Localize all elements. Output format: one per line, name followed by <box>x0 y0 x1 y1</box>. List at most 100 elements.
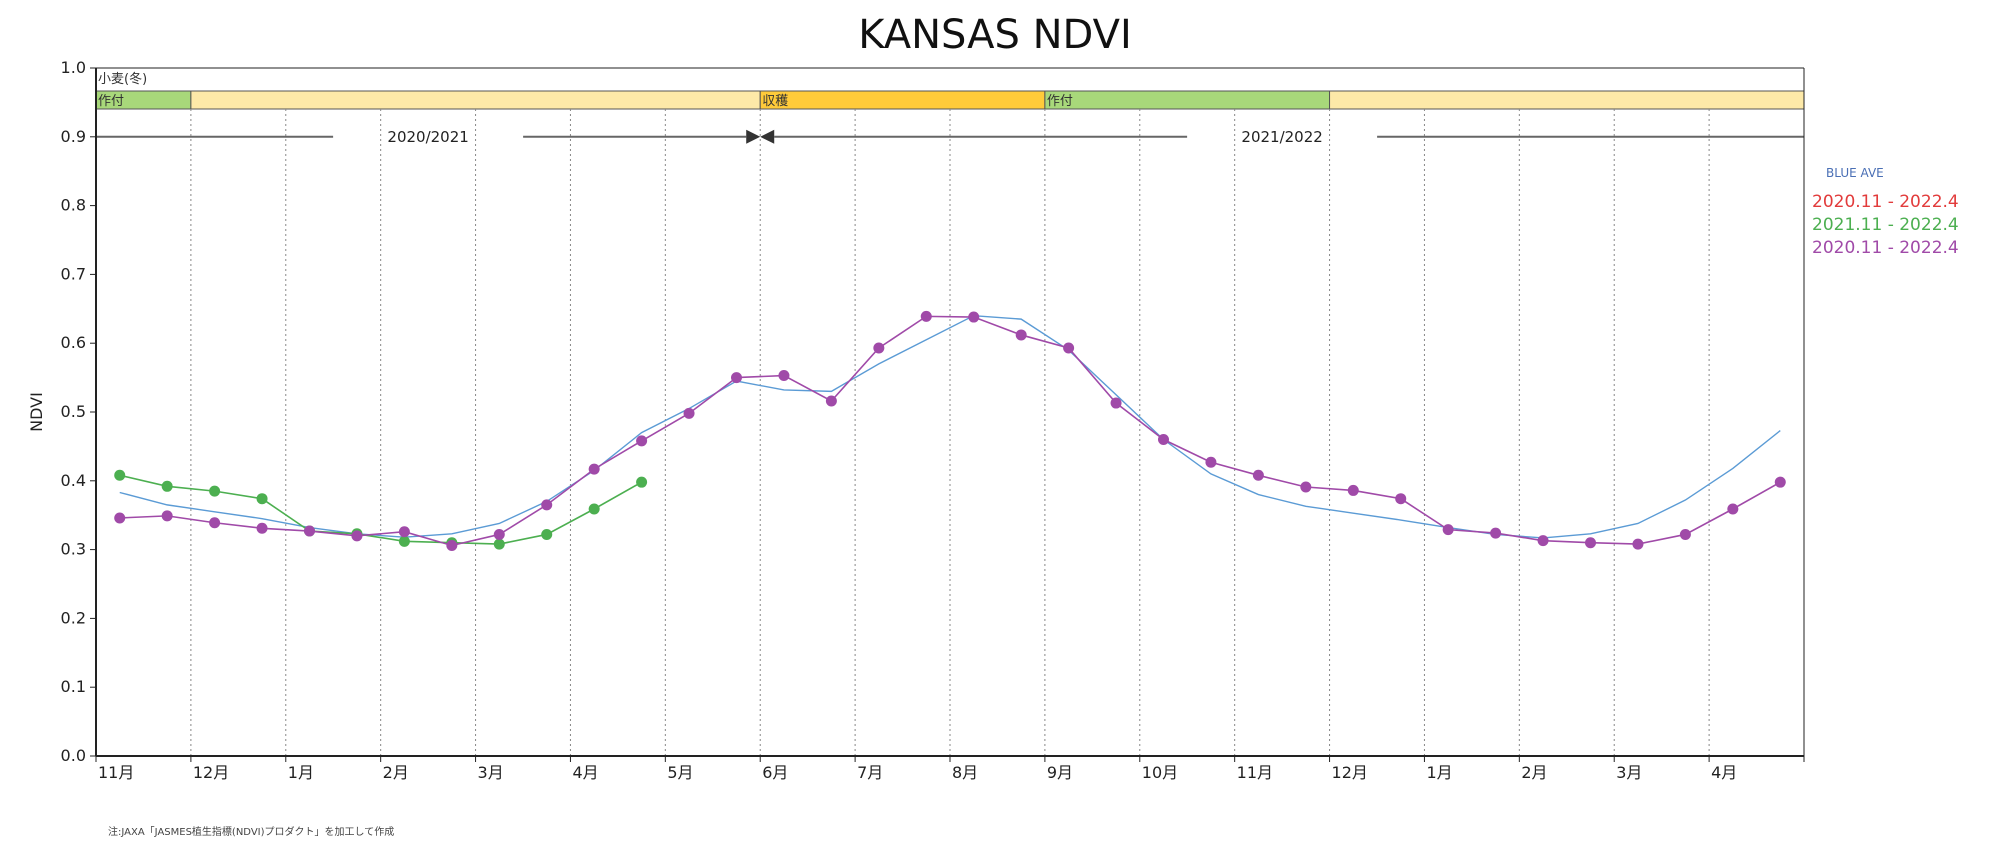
data-point <box>1585 537 1596 549</box>
data-point <box>1300 481 1312 493</box>
data-point <box>1347 484 1359 496</box>
data-point <box>873 342 885 354</box>
data-point <box>446 539 458 551</box>
data-point <box>588 463 600 475</box>
data-point <box>778 370 790 382</box>
data-point <box>588 503 600 515</box>
season-markers: 2020/2021 2021/2022 <box>96 128 1804 146</box>
data-point <box>256 522 268 534</box>
x-tick-label: 3月 <box>478 763 504 782</box>
series-line <box>119 315 1781 547</box>
data-point <box>1632 538 1644 550</box>
data-point <box>209 517 221 529</box>
legend: BLUE AVE 2020.11 - 2022.4 2021.11 - 2022.4… <box>1812 166 1959 258</box>
season-label: 2020/2021 <box>387 128 468 146</box>
y-tick-label: 0.9 <box>61 127 86 146</box>
data-point <box>636 435 648 447</box>
data-point <box>1063 342 1075 354</box>
data-point <box>541 499 553 511</box>
data-point <box>968 311 980 323</box>
data-point <box>1727 503 1739 515</box>
data-point <box>731 372 742 384</box>
data-point <box>161 480 173 492</box>
x-tick-label: 11月 <box>1237 763 1273 782</box>
data-point <box>1015 329 1027 341</box>
season-start-arrow <box>760 129 775 144</box>
season-label: 2021/2022 <box>1241 128 1322 146</box>
data-point <box>1442 524 1454 536</box>
data-point <box>1679 528 1691 540</box>
y-tick-label: 0.4 <box>61 471 86 490</box>
data-point <box>636 476 648 488</box>
y-tick-label: 0.6 <box>61 333 86 352</box>
legend-entry: 2021.11 - 2022.4 <box>1812 215 1959 235</box>
data-point <box>1110 397 1122 409</box>
data-point <box>1395 493 1407 505</box>
x-tick-label: 1月 <box>1426 763 1452 782</box>
data-point <box>1158 434 1169 446</box>
crop-stage-label: 作付 <box>98 94 124 109</box>
crop-name-label: 小麦(冬) <box>98 71 147 87</box>
data-point <box>493 528 505 540</box>
x-tick-label: 10月 <box>1142 763 1178 782</box>
x-tick-label: 12月 <box>1332 763 1368 782</box>
crop-stage-band <box>759 90 1046 110</box>
crop-stage-label: 収穫 <box>762 94 788 109</box>
crop-stage-band <box>1329 90 1805 110</box>
data-point <box>541 528 553 540</box>
data-point <box>256 493 268 505</box>
data-point <box>114 469 126 481</box>
y-tick-label: 0.8 <box>61 196 86 215</box>
x-tick-label: 3月 <box>1616 763 1642 782</box>
x-tick-label: 12月 <box>193 763 229 782</box>
data-point <box>683 407 695 419</box>
data-point <box>114 512 126 524</box>
y-tick-label: 0.2 <box>61 608 86 627</box>
data-point <box>304 525 315 537</box>
x-tick-label: 11月 <box>98 763 134 782</box>
legend-entry: BLUE AVE <box>1826 166 1884 180</box>
y-tick-label: 0.7 <box>61 264 86 283</box>
crop-stage-band <box>1044 90 1331 110</box>
x-tick-label: 7月 <box>857 763 883 782</box>
x-tick-label: 2月 <box>1521 763 1547 782</box>
y-tick-label: 1.0 <box>61 58 86 77</box>
data-point <box>493 538 505 550</box>
x-tick-label: 1月 <box>288 763 314 782</box>
crop-stage-band <box>190 90 761 110</box>
data-point <box>161 510 173 522</box>
data-point <box>351 530 363 542</box>
data-point <box>209 485 221 497</box>
crop-stage-label: 作付 <box>1047 94 1073 109</box>
legend-entry: 2020.11 - 2022.4 <box>1812 192 1959 212</box>
season-end-arrow <box>746 129 761 144</box>
data-point <box>920 310 932 322</box>
y-tick-label: 0.1 <box>61 677 86 696</box>
y-axis-label: NDVI <box>27 392 46 432</box>
y-tick-label: 0.5 <box>61 402 86 421</box>
y-tick-label: 0.0 <box>61 746 86 765</box>
chart-title: KANSAS NDVI <box>858 12 1132 58</box>
crop-stage-bands: 小麦(冬) 作付 収穫 作付 <box>95 71 1805 110</box>
data-point <box>398 535 410 547</box>
x-tick-label: 2月 <box>383 763 409 782</box>
data-point <box>825 395 837 407</box>
series-line <box>119 474 643 545</box>
x-tick-label: 5月 <box>667 763 693 782</box>
data-point <box>1490 527 1502 539</box>
data-point <box>1205 456 1217 468</box>
data-point <box>1537 535 1549 547</box>
x-tick-label: 8月 <box>952 763 978 782</box>
x-tick-label: 9月 <box>1047 763 1073 782</box>
month-grid <box>190 109 1710 756</box>
data-point <box>398 526 410 538</box>
data-point <box>1774 476 1786 488</box>
series-layer <box>114 310 1786 551</box>
data-point <box>1252 469 1264 481</box>
x-tick-label: 4月 <box>572 763 598 782</box>
footnote: 注:JAXA「JASMES植生指標(NDVI)プロダクト」を加工して作成 <box>108 825 394 838</box>
legend-entry: 2020.11 - 2022.4 <box>1812 238 1959 258</box>
x-tick-label: 4月 <box>1711 763 1737 782</box>
axes: 0.0 0.1 0.2 0.3 0.4 0.5 0.6 0.7 0.8 0.9 1.0 11月 12月 1… <box>61 58 1805 782</box>
